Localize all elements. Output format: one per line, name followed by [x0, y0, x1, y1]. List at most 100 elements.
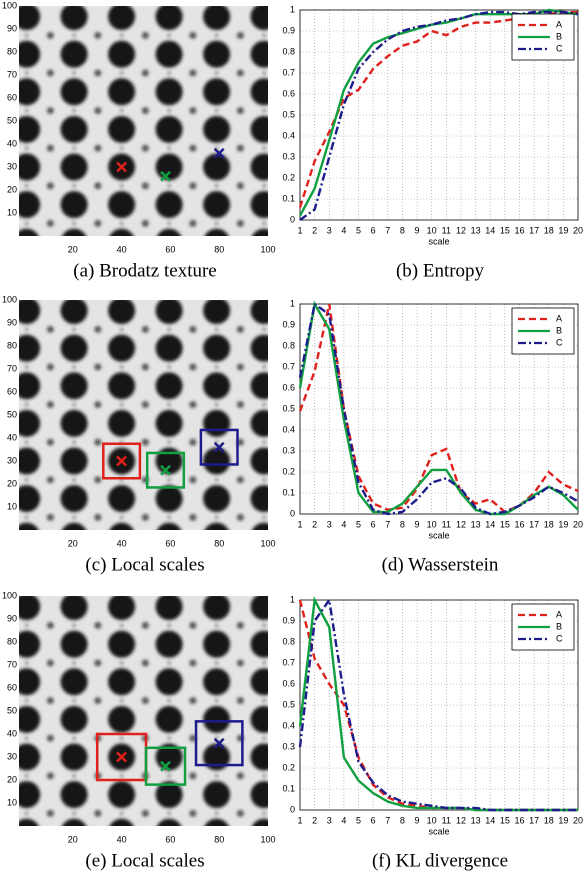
y-tick-label: 1: [290, 4, 295, 14]
y-tick-label: 30: [7, 455, 17, 465]
y-tick-label: 0.9: [282, 319, 295, 329]
y-tick-label: 30: [7, 161, 17, 171]
y-tick-label: 0.3: [282, 445, 295, 455]
y-tick-label: 0.1: [282, 783, 295, 793]
x-tick-label: 2: [312, 815, 317, 825]
x-tick-label: 11: [442, 225, 451, 235]
panel-caption: (f) KL divergence: [372, 850, 508, 871]
x-tick-label: 18: [544, 225, 554, 235]
y-tick-label: 70: [7, 363, 17, 373]
y-tick-label: 0.1: [282, 487, 295, 497]
y-tick-label: 10: [7, 501, 17, 511]
x-tick-label: 7: [385, 519, 390, 529]
x-tick-label: 11: [442, 519, 451, 529]
y-tick-label: 40: [7, 432, 17, 442]
x-tick-label: 19: [558, 225, 568, 235]
x-tick-label: 80: [214, 538, 224, 548]
x-tick-label: 18: [544, 815, 554, 825]
y-tick-label: 0.8: [282, 340, 295, 350]
x-tick-label: 20: [68, 244, 78, 254]
y-tick-label: 0.6: [282, 382, 295, 392]
y-tick-label: 60: [7, 386, 17, 396]
legend: ABC: [512, 14, 574, 60]
x-tick-label: 15: [500, 815, 510, 825]
x-tick-label: 12: [456, 225, 466, 235]
legend-label: A: [556, 19, 562, 29]
x-tick-label: 100: [260, 538, 275, 548]
y-tick-label: 0.6: [282, 88, 295, 98]
x-tick-label: 11: [442, 815, 451, 825]
y-tick-label: 100: [2, 590, 17, 600]
y-tick-label: 0.9: [282, 25, 295, 35]
y-tick-label: 10: [7, 207, 17, 217]
x-tick-label: 20: [573, 225, 583, 235]
panel-caption: (b) Entropy: [396, 260, 485, 281]
y-tick-label: 100: [2, 0, 17, 10]
x-tick-label: 16: [514, 225, 524, 235]
y-tick-label: 20: [7, 478, 17, 488]
x-tick-label: 9: [415, 815, 420, 825]
texture-image: [19, 596, 268, 826]
x-axis-label: scale: [428, 530, 449, 540]
y-tick-label: 70: [7, 659, 17, 669]
y-tick-label: 90: [7, 23, 17, 33]
y-tick-label: 1: [290, 298, 295, 308]
y-tick-label: 0.4: [282, 424, 295, 434]
x-tick-label: 10: [427, 225, 437, 235]
x-axis-label: scale: [428, 826, 449, 836]
x-tick-label: 17: [529, 519, 539, 529]
x-tick-label: 14: [485, 519, 495, 529]
x-tick-label: 80: [214, 834, 224, 844]
y-tick-label: 0.8: [282, 636, 295, 646]
x-tick-label: 100: [260, 244, 275, 254]
y-tick-label: 0.2: [282, 466, 295, 476]
x-tick-label: 19: [558, 815, 568, 825]
y-tick-label: 40: [7, 138, 17, 148]
y-tick-label: 0.5: [282, 403, 295, 413]
x-tick-label: 9: [415, 225, 420, 235]
x-tick-label: 15: [500, 519, 510, 529]
x-tick-label: 20: [573, 815, 583, 825]
y-tick-label: 0.9: [282, 615, 295, 625]
x-tick-label: 1: [297, 815, 302, 825]
x-tick-label: 80: [214, 244, 224, 254]
y-tick-label: 0: [290, 508, 295, 518]
y-tick-label: 40: [7, 728, 17, 738]
y-tick-label: 60: [7, 92, 17, 102]
x-tick-label: 6: [371, 519, 376, 529]
y-tick-label: 50: [7, 409, 17, 419]
x-tick-label: 16: [514, 815, 524, 825]
texture-image: [19, 300, 268, 530]
figure: 10203040506070809010020406080100(a) Brod…: [0, 0, 586, 886]
x-tick-label: 3: [327, 225, 332, 235]
legend-label: C: [556, 633, 563, 643]
x-axis-label: scale: [428, 236, 449, 246]
legend-label: B: [556, 31, 562, 41]
y-tick-label: 0: [290, 214, 295, 224]
y-tick-label: 30: [7, 751, 17, 761]
panel: 10203040506070809010020406080100(a) Brod…: [2, 0, 276, 281]
x-tick-label: 17: [529, 815, 539, 825]
x-tick-label: 15: [500, 225, 510, 235]
y-tick-label: 0.8: [282, 46, 295, 56]
x-tick-label: 1: [297, 519, 302, 529]
x-tick-label: 7: [385, 815, 390, 825]
legend: ABC: [512, 604, 574, 650]
x-tick-label: 9: [415, 519, 420, 529]
x-tick-label: 8: [400, 519, 405, 529]
legend-label: C: [556, 43, 563, 53]
y-tick-label: 0.4: [282, 720, 295, 730]
x-tick-label: 40: [117, 538, 127, 548]
y-tick-label: 0.1: [282, 193, 295, 203]
y-tick-label: 0.7: [282, 67, 295, 77]
y-tick-label: 90: [7, 317, 17, 327]
legend: ABC: [512, 308, 574, 354]
y-tick-label: 80: [7, 340, 17, 350]
y-tick-label: 0.3: [282, 151, 295, 161]
x-tick-label: 6: [371, 225, 376, 235]
x-tick-label: 100: [260, 834, 275, 844]
x-tick-label: 16: [514, 519, 524, 529]
x-tick-label: 14: [485, 225, 495, 235]
